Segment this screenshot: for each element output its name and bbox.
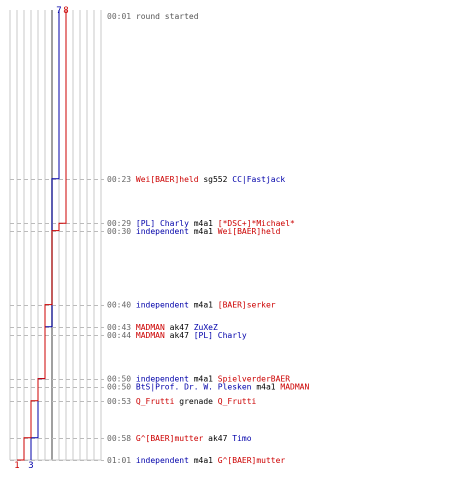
event-part: m4a1 — [189, 301, 218, 310]
event-part: ak47 — [203, 434, 232, 443]
event-row: 00:30 independent m4a1 Wei[BAER]held — [107, 227, 281, 236]
event-part: ZuXeZ — [194, 323, 218, 332]
event-part: BtS|Prof. Dr. W. Plesken — [136, 383, 252, 392]
event-time: 00:50 — [107, 375, 136, 384]
event-time: 00:29 — [107, 219, 136, 228]
event-part: grenade — [174, 397, 217, 406]
event-part: SpielverderBAER — [218, 375, 290, 384]
event-time: 00:23 — [107, 175, 136, 184]
grid — [9, 10, 102, 461]
event-part: Wei[BAER]held — [218, 227, 281, 236]
event-part: [BAER]serker — [218, 301, 276, 310]
event-row: 00:50 independent m4a1 SpielverderBAER — [107, 375, 290, 384]
event-row: 00:40 independent m4a1 [BAER]serker — [107, 301, 276, 310]
event-part: CC|Fastjack — [232, 175, 285, 184]
event-time: 00:01 — [107, 12, 136, 21]
start-count: 8 — [63, 6, 68, 16]
event-row: 00:53 Q_Frutti grenade Q_Frutti — [107, 397, 257, 406]
event-log: 00:01 round started 00:23 Wei[BAER]held s… — [107, 12, 309, 465]
event-part: independent — [136, 227, 189, 236]
event-time: 00:53 — [107, 397, 136, 406]
event-part: m4a1 — [189, 375, 218, 384]
event-part: G^[BAER]mutter — [218, 456, 286, 465]
event-time: 00:50 — [107, 383, 136, 392]
event-part: m4a1 — [189, 227, 218, 236]
event-part: round started — [136, 12, 199, 21]
event-part: ak47 — [165, 331, 194, 340]
event-row: 00:29 [PL] Charly m4a1 [*DSC+]*Michael* — [107, 219, 295, 228]
event-part: [PL] Charly — [194, 331, 247, 340]
event-part: Wei[BAER]held — [136, 175, 199, 184]
event-time: 01:01 — [107, 456, 136, 465]
team-line-2 — [17, 10, 67, 461]
event-row: 00:23 Wei[BAER]held sg552 CC|Fastjack — [107, 175, 285, 184]
event-row: 00:01 round started — [107, 12, 199, 21]
event-time: 00:40 — [107, 301, 136, 310]
start-count: 7 — [56, 6, 61, 16]
event-time: 00:30 — [107, 227, 136, 236]
event-guide-lines — [10, 179, 104, 461]
player-counts: 7 3 8 1 — [14, 6, 68, 471]
event-row: 00:44 MADMAN ak47 [PL] Charly — [107, 331, 247, 340]
event-time: 00:44 — [107, 331, 136, 340]
event-part: MADMAN — [136, 331, 165, 340]
team-lines — [17, 10, 67, 461]
event-part: Q_Frutti — [218, 397, 257, 406]
event-part: independent — [136, 301, 189, 310]
event-part: m4a1 — [189, 219, 218, 228]
end-count: 1 — [14, 461, 19, 471]
event-part: [PL] Charly — [136, 219, 189, 228]
event-time: 00:43 — [107, 323, 136, 332]
event-part: Timo — [232, 434, 251, 443]
event-part: independent — [136, 456, 189, 465]
event-part: [*DSC+]*Michael* — [218, 219, 295, 228]
event-part: Q_Frutti — [136, 397, 175, 406]
event-part: m4a1 — [189, 456, 218, 465]
event-part: ak47 — [165, 323, 194, 332]
event-part: independent — [136, 375, 189, 384]
event-part: G^[BAER]mutter — [136, 434, 204, 443]
event-row: 01:01 independent m4a1 G^[BAER]mutter — [107, 456, 285, 465]
event-row: 00:50 BtS|Prof. Dr. W. Plesken m4a1 MADM… — [107, 383, 309, 392]
event-part: sg552 — [199, 175, 233, 184]
end-count: 3 — [28, 461, 33, 471]
event-row: 00:58 G^[BAER]mutter ak47 Timo — [107, 434, 252, 443]
event-part: m4a1 — [252, 383, 281, 392]
event-time: 00:58 — [107, 434, 136, 443]
event-part: MADMAN — [280, 383, 309, 392]
event-part: MADMAN — [136, 323, 165, 332]
event-row: 00:43 MADMAN ak47 ZuXeZ — [107, 323, 218, 332]
